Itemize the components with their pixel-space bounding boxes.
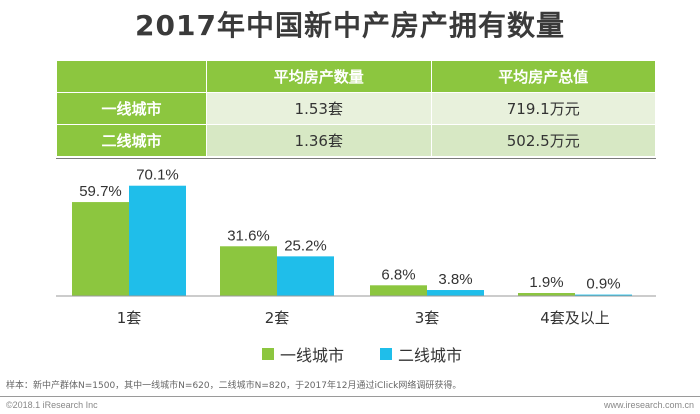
chart-legend: 一线城市 二线城市	[0, 342, 700, 366]
table-row-label: 二线城市	[56, 124, 207, 157]
table-cell-value: 719.1万元	[430, 92, 656, 125]
category-label: 4套及以上	[540, 309, 610, 327]
table-cell-value: 502.5万元	[430, 124, 656, 157]
bar-tier1	[370, 285, 427, 296]
table-header-count: 平均房产数量	[206, 60, 432, 93]
data-label: 6.8%	[381, 266, 415, 283]
data-label: 70.1%	[136, 167, 179, 184]
data-label: 25.2%	[284, 237, 327, 254]
data-label: 59.7%	[79, 183, 122, 200]
data-label: 31.6%	[227, 227, 270, 244]
category-label: 3套	[415, 309, 440, 327]
chart-title: 2017年中国新中产房产拥有数量	[135, 9, 565, 42]
bar-chart: 59.7% 70.1% 1套 31.6% 25.2% 2套 6.8% 3.8% 3套 1.9% 0.…	[56, 167, 656, 327]
table-header-value: 平均房产总值	[430, 60, 656, 93]
legend-item-series-2: 二线城市	[380, 342, 462, 366]
bar-tier1	[220, 246, 277, 296]
table-cell-count: 1.36套	[206, 124, 432, 157]
table-row: 二线城市 1.36套 502.5万元	[56, 124, 656, 157]
bar-tier2	[427, 290, 484, 296]
summary-table: 平均房产数量 平均房产总值 一线城市 1.53套 719.1万元 二线城市 1.…	[56, 60, 656, 157]
data-label: 0.9%	[586, 276, 620, 293]
bar-tier1	[72, 202, 129, 296]
bar-tier2	[129, 185, 186, 296]
legend-item-series-1: 一线城市	[262, 342, 344, 366]
data-label: 3.8%	[438, 271, 472, 288]
legend-swatch	[262, 348, 274, 360]
bar-tier1	[518, 293, 575, 296]
category-label: 1套	[117, 309, 142, 327]
data-label: 1.9%	[529, 274, 563, 291]
table-divider	[56, 158, 656, 159]
bar-tier2	[277, 256, 334, 296]
table-row-label: 一线城市	[56, 92, 207, 125]
table-row: 一线城市 1.53套 719.1万元	[56, 92, 656, 125]
bar-tier2	[575, 294, 632, 296]
sample-note: 样本：新中产群体N=1500，其中一线城市N=620，二线城市N=820，于20…	[6, 381, 462, 391]
legend-label: 二线城市	[398, 346, 463, 365]
footer-divider	[0, 396, 700, 397]
legend-label: 一线城市	[280, 346, 345, 365]
table-header-blank	[56, 60, 207, 93]
table-header-row: 平均房产数量 平均房产总值	[56, 60, 656, 93]
footer-url: www.iresearch.com.cn	[603, 400, 694, 410]
legend-swatch	[380, 348, 392, 360]
category-label: 2套	[265, 309, 290, 327]
table-cell-count: 1.53套	[206, 92, 432, 125]
footer-copyright: ©2018.1 iResearch Inc	[6, 400, 98, 410]
